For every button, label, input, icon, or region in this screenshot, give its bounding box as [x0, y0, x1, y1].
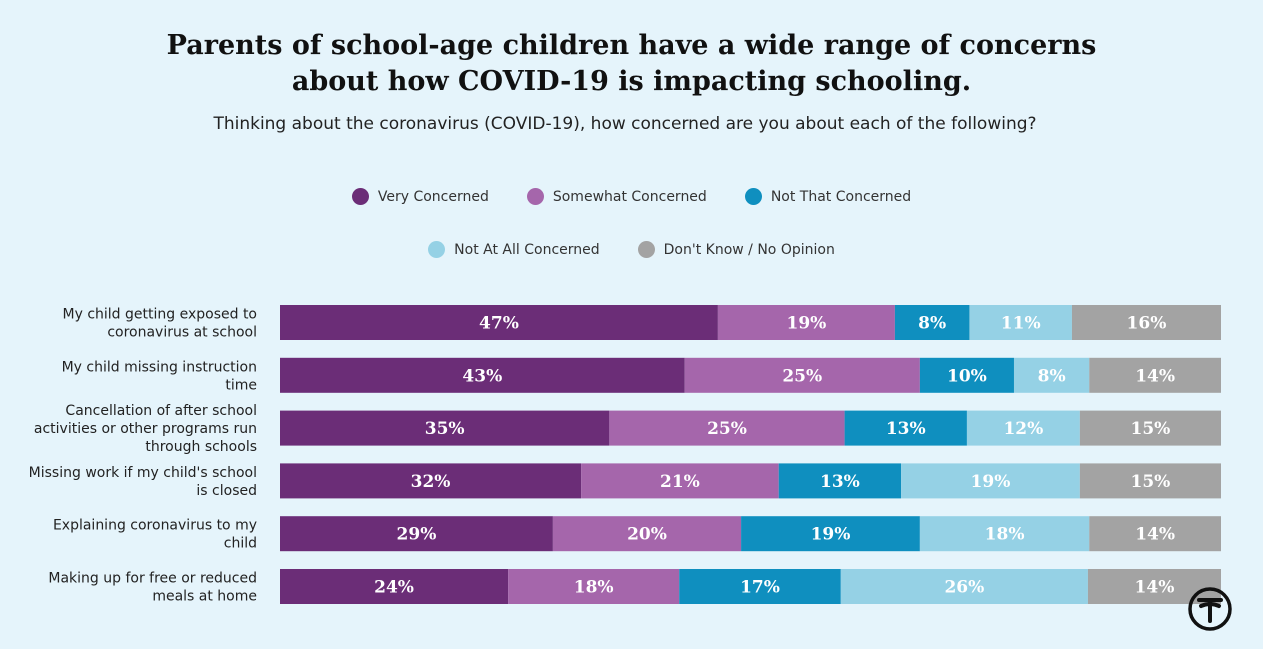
title-line-1: Parents of school-age children have a wi…	[166, 30, 1097, 61]
data-label: 18%	[985, 525, 1025, 545]
bar-segment	[919, 357, 1014, 393]
category-label: child	[224, 536, 257, 552]
data-label: 10%	[947, 366, 987, 386]
bar-segment	[280, 463, 582, 499]
data-label: 24%	[374, 578, 414, 598]
chart-subtitle: Thinking about the coronavirus (COVID-19…	[213, 114, 1037, 134]
bar-segment	[969, 305, 1072, 340]
bar-segment	[609, 410, 845, 446]
bar-segment	[894, 305, 970, 340]
bar-segment	[966, 410, 1080, 446]
category-label: Missing work if my child's school	[29, 465, 257, 481]
bar-segment	[840, 569, 1088, 604]
data-label: 11%	[1001, 314, 1041, 334]
bar-segment	[844, 410, 967, 446]
legend-item-somewhat-concerned: Somewhat Concerned	[526, 188, 707, 205]
bar-segment	[280, 357, 685, 393]
category-label: through schools	[145, 439, 257, 455]
data-label: 14%	[1135, 525, 1175, 545]
data-label: 17%	[740, 578, 780, 598]
bar-segment	[552, 516, 742, 552]
bar-segment	[280, 516, 553, 552]
legend-row-2: Not At All Concerned Don't Know / No Opi…	[0, 241, 1263, 258]
legend-label: Not That Concerned	[770, 188, 912, 205]
bar-segment	[1079, 410, 1221, 446]
category-label: time	[225, 377, 257, 393]
category-label: activities or other programs run	[34, 421, 257, 437]
legend-item-very-concerned: Very Concerned	[351, 188, 489, 205]
data-label: 19%	[811, 525, 851, 545]
legend-swatch	[526, 188, 544, 205]
legend-swatch	[428, 241, 446, 258]
data-label: 8%	[1038, 366, 1066, 386]
legend-label: Somewhat Concerned	[552, 188, 707, 205]
title-line-2: about how COVID-19 is impacting schoolin…	[291, 66, 972, 97]
bar-segment	[741, 516, 920, 552]
data-label: 14%	[1135, 366, 1175, 386]
bar-segment	[1071, 305, 1221, 340]
bar-segment	[280, 569, 509, 604]
category-label: My child missing instruction	[62, 359, 257, 375]
data-label: 14%	[1135, 578, 1175, 598]
data-label: 29%	[397, 525, 437, 545]
data-label: 19%	[971, 472, 1011, 492]
legend-swatch	[637, 241, 655, 258]
category-label: My child getting exposed to	[63, 307, 257, 323]
chart-title: Parents of school-age children have a wi…	[0, 28, 1263, 100]
bar-segment	[581, 463, 779, 499]
data-label: 25%	[707, 419, 747, 439]
category-label: Cancellation of after school	[65, 403, 257, 419]
legend-swatch	[351, 188, 369, 205]
bar-segment	[1089, 516, 1221, 552]
data-label: 20%	[627, 525, 667, 545]
category-label: Explaining coronavirus to my	[53, 518, 257, 534]
data-label: 21%	[660, 472, 700, 492]
bar-segment	[1089, 357, 1221, 393]
legend-item-dont-know: Don't Know / No Opinion	[637, 241, 835, 258]
legend-label: Don't Know / No Opinion	[663, 241, 835, 258]
data-label: 25%	[782, 366, 822, 386]
bar-segment	[778, 463, 902, 499]
category-label: is closed	[196, 483, 257, 499]
data-label: 15%	[1131, 472, 1171, 492]
legend-label: Very Concerned	[377, 188, 489, 205]
legend-row-1: Very Concerned Somewhat Concerned Not Th…	[0, 188, 1263, 205]
data-label: 47%	[479, 314, 519, 334]
data-label: 16%	[1127, 314, 1167, 334]
data-label: 32%	[411, 472, 451, 492]
legend-item-not-at-all-concerned: Not At All Concerned	[428, 241, 600, 258]
category-label: coronavirus at school	[107, 325, 257, 341]
legend-label: Not At All Concerned	[454, 241, 600, 258]
bar-segment	[679, 569, 841, 604]
category-label: Making up for free or reduced	[48, 571, 257, 587]
data-label: 8%	[918, 314, 946, 334]
data-label: 12%	[1003, 419, 1043, 439]
bar-segment	[1079, 463, 1221, 499]
legend-item-not-that-concerned: Not That Concerned	[744, 188, 912, 205]
napsi-logo-icon	[1188, 587, 1232, 631]
category-label: meals at home	[152, 589, 257, 605]
data-label: 13%	[886, 419, 926, 439]
data-label: 19%	[786, 314, 826, 334]
data-label: 15%	[1131, 419, 1171, 439]
legend-swatch	[744, 188, 762, 205]
bar-segment	[919, 516, 1090, 552]
bar-segment	[717, 305, 895, 340]
data-label: 26%	[944, 578, 984, 598]
data-label: 18%	[574, 578, 614, 598]
bar-segment	[280, 410, 610, 446]
data-label: 35%	[425, 419, 465, 439]
bar-segment	[1013, 357, 1090, 393]
bar-segment	[684, 357, 920, 393]
bar-segment	[901, 463, 1080, 499]
bar-segment	[508, 569, 680, 604]
data-label: 43%	[462, 366, 502, 386]
bar-segment	[280, 305, 718, 340]
data-label: 13%	[820, 472, 860, 492]
